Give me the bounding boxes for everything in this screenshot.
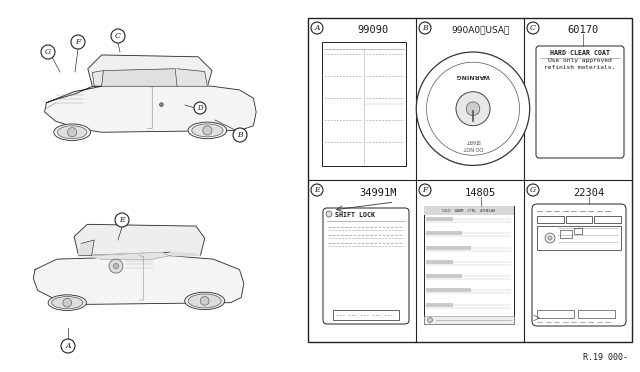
Polygon shape [74,224,205,256]
Circle shape [419,184,431,196]
Text: C: C [530,24,536,32]
Circle shape [233,128,247,142]
Text: A: A [65,342,71,350]
Text: 34991M: 34991M [360,188,397,198]
Text: E: E [314,186,320,194]
Text: Use only approved
refinish materials.: Use only approved refinish materials. [545,58,616,70]
Text: F: F [76,38,81,46]
Text: C: C [115,32,121,40]
Bar [333,310,399,320]
Bar [595,216,621,223]
Bar [308,18,632,342]
Bar [424,316,514,324]
Bar [537,310,574,318]
Circle shape [113,263,118,269]
Polygon shape [47,86,102,103]
Polygon shape [45,84,256,132]
Circle shape [545,233,555,243]
Text: DO NOT
START: DO NOT START [463,138,483,150]
Ellipse shape [58,126,87,139]
Polygon shape [92,71,104,86]
Bar [574,228,582,234]
Text: G: G [530,186,536,194]
Bar [426,260,453,264]
Text: F: F [422,186,428,194]
Circle shape [426,62,520,155]
Bar [424,206,514,324]
Ellipse shape [188,122,227,139]
Bar [322,42,406,166]
Circle shape [109,259,123,273]
Circle shape [115,213,129,227]
Circle shape [194,102,206,114]
Text: R.19 000-: R.19 000- [583,353,628,362]
Bar [426,231,462,235]
Text: WARNING: WARNING [456,73,490,78]
Text: E: E [119,216,125,224]
Polygon shape [88,55,212,86]
Polygon shape [177,69,207,86]
Ellipse shape [52,296,83,309]
Circle shape [311,184,323,196]
Bar [560,230,572,238]
Bar [426,288,471,292]
Text: B: B [422,24,428,32]
Text: 60170: 60170 [568,25,599,35]
Ellipse shape [48,295,86,311]
Bar [426,274,462,278]
Text: COLD  WARM  CTRL  ATHELWH: COLD WARM CTRL ATHELWH [442,208,495,212]
Ellipse shape [188,294,221,308]
Polygon shape [102,69,177,86]
Circle shape [200,296,209,305]
Circle shape [548,236,552,240]
Text: 99090: 99090 [357,25,388,35]
Circle shape [111,29,125,43]
Circle shape [311,22,323,34]
Circle shape [326,211,332,217]
Circle shape [41,45,55,59]
Text: HARD CLEAR COAT: HARD CLEAR COAT [550,50,610,56]
Circle shape [416,52,530,166]
Circle shape [527,184,539,196]
Circle shape [527,22,539,34]
Circle shape [203,126,212,135]
Circle shape [428,317,433,323]
Circle shape [61,339,75,353]
Text: A: A [314,24,320,32]
Circle shape [71,35,85,49]
Bar [426,246,471,250]
Polygon shape [92,252,170,259]
Circle shape [456,92,490,126]
Text: 22304: 22304 [573,188,604,198]
Ellipse shape [192,124,223,137]
Circle shape [419,22,431,34]
Text: SHIFT LOCK: SHIFT LOCK [335,212,375,218]
Text: B: B [237,131,243,139]
Circle shape [63,298,72,307]
Bar [537,226,621,250]
Circle shape [466,102,480,116]
Circle shape [159,103,163,106]
Bar [537,216,564,223]
Text: D: D [197,104,203,112]
Bar [424,206,514,215]
Bar [426,217,453,221]
Bar [566,216,593,223]
Text: 14805: 14805 [465,188,497,198]
Bar [578,310,615,318]
Polygon shape [170,252,200,256]
Bar [426,303,453,307]
Ellipse shape [185,292,225,310]
Text: 990A0〈USA〉: 990A0〈USA〉 [452,26,510,35]
Polygon shape [33,256,244,304]
Text: G: G [45,48,51,56]
Circle shape [68,128,77,137]
Polygon shape [79,240,94,256]
Ellipse shape [54,124,91,141]
